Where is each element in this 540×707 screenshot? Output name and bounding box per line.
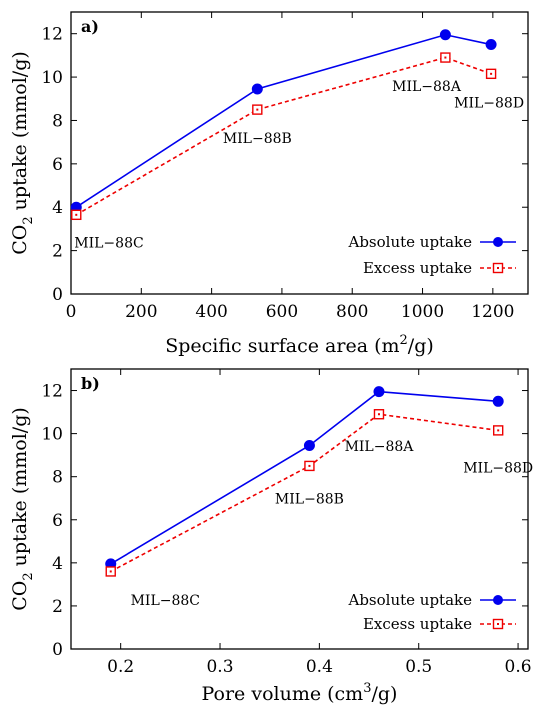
legend-marker-dot bbox=[497, 267, 499, 269]
x-tick-label: 200 bbox=[125, 302, 157, 322]
y-tick-label: 12 bbox=[41, 25, 63, 45]
panel-label: b) bbox=[81, 374, 100, 393]
x-axis-label: Specific surface area (m2/g) bbox=[165, 333, 434, 357]
data-point-excess bbox=[71, 209, 82, 221]
y-tick-label: 10 bbox=[41, 68, 63, 88]
annotation-label: MIL−88B bbox=[275, 492, 344, 508]
data-point-absolute bbox=[485, 39, 497, 51]
legend-label: Excess uptake bbox=[363, 259, 472, 277]
data-point-absolute bbox=[303, 439, 315, 451]
plot-frame bbox=[70, 11, 529, 295]
legend-marker-dot bbox=[497, 623, 499, 625]
y-tick-label: 8 bbox=[52, 468, 63, 488]
series-line-absolute bbox=[110, 390, 499, 565]
x-tick-label: 0.5 bbox=[405, 657, 432, 677]
data-point-absolute bbox=[492, 395, 504, 407]
data-point-excess bbox=[304, 460, 315, 472]
legend-entry: Absolute uptake bbox=[348, 233, 516, 251]
x-tick-label: 1200 bbox=[471, 302, 514, 322]
data-point-excess bbox=[485, 68, 497, 80]
marker-center-dot bbox=[75, 213, 78, 216]
legend-marker bbox=[493, 595, 503, 605]
data-point-excess bbox=[440, 52, 451, 63]
x-tick-label: 0.2 bbox=[107, 657, 134, 677]
series-line-excess bbox=[75, 56, 492, 216]
x-tick-label: 400 bbox=[195, 302, 227, 322]
legend-label: Absolute uptake bbox=[348, 591, 473, 609]
marker-center-dot bbox=[256, 108, 259, 111]
legend-label: Absolute uptake bbox=[348, 233, 473, 251]
y-tick-label: 10 bbox=[41, 425, 63, 445]
y-tick-label: 6 bbox=[52, 511, 63, 531]
panel-label: a) bbox=[81, 17, 99, 36]
x-tick-label: 1000 bbox=[401, 302, 444, 322]
y-axis-label: CO2 uptake (mmol/g) bbox=[9, 407, 36, 611]
marker-center-dot bbox=[109, 570, 112, 573]
legend-entry: Absolute uptake bbox=[348, 591, 516, 609]
annotation-label: MIL−88B bbox=[223, 131, 292, 147]
legend: Absolute uptake Excess uptake bbox=[348, 233, 516, 277]
chart-panel-a: 0 200 400 600 800 1000 1200 0 2 4 6 8 10 12 a) Specific… bbox=[9, 11, 529, 357]
data-point-excess bbox=[105, 566, 116, 577]
annotation-label: MIL−88C bbox=[131, 593, 200, 609]
data-point-absolute bbox=[373, 386, 385, 398]
x-tick-label: 0 bbox=[66, 302, 77, 322]
legend-entry: Excess uptake bbox=[363, 259, 516, 277]
x-tick-label: 600 bbox=[266, 302, 298, 322]
data-point-excess bbox=[252, 104, 263, 115]
x-tick-label: 0.4 bbox=[306, 657, 333, 677]
y-axis-label: CO2 uptake (mmol/g) bbox=[9, 51, 36, 255]
plot-frame bbox=[70, 368, 529, 650]
y-tick-label: 4 bbox=[52, 554, 63, 574]
x-tick-label: 800 bbox=[336, 302, 368, 322]
y-tick-label: 2 bbox=[52, 242, 63, 262]
series-line-absolute bbox=[75, 33, 492, 208]
y-tick-label: 6 bbox=[52, 155, 63, 175]
legend-entry: Excess uptake bbox=[363, 615, 516, 633]
y-tick-label: 0 bbox=[52, 640, 63, 660]
y-tick-label: 8 bbox=[52, 111, 63, 131]
marker-center-dot bbox=[377, 413, 380, 416]
annotation-label: MIL−88D bbox=[454, 95, 524, 111]
y-tick-label: 4 bbox=[52, 198, 63, 218]
y-tick-label: 2 bbox=[52, 597, 63, 617]
y-tick-label: 12 bbox=[41, 382, 63, 402]
data-point-absolute bbox=[439, 29, 451, 41]
y-tick-label: 0 bbox=[52, 285, 63, 305]
marker-center-dot bbox=[490, 72, 493, 75]
marker-center-dot bbox=[444, 56, 447, 59]
data-point-absolute bbox=[251, 83, 263, 95]
legend: Absolute uptake Excess uptake bbox=[348, 591, 516, 633]
data-point-excess bbox=[492, 425, 504, 436]
x-tick-label: 0.6 bbox=[505, 657, 532, 677]
x-axis-label: Pore volume (cm3/g) bbox=[202, 681, 398, 705]
annotation-label: MIL−88D bbox=[463, 460, 533, 476]
annotation-label: MIL−88A bbox=[392, 79, 462, 95]
marker-center-dot bbox=[308, 464, 311, 467]
annotation-label: MIL−88C bbox=[74, 235, 143, 251]
legend-label: Excess uptake bbox=[363, 615, 472, 633]
legend-marker bbox=[493, 237, 503, 247]
chart-panel-b: 0.2 0.3 0.4 0.5 0.6 0 2 4 6 8 10 12 b) Pore volume (c… bbox=[9, 368, 533, 705]
data-point-excess bbox=[373, 409, 385, 420]
marker-center-dot bbox=[497, 429, 500, 432]
x-tick-label: 0.3 bbox=[206, 657, 233, 677]
series-line-excess bbox=[110, 413, 499, 573]
annotation-label: MIL−88A bbox=[345, 439, 415, 455]
